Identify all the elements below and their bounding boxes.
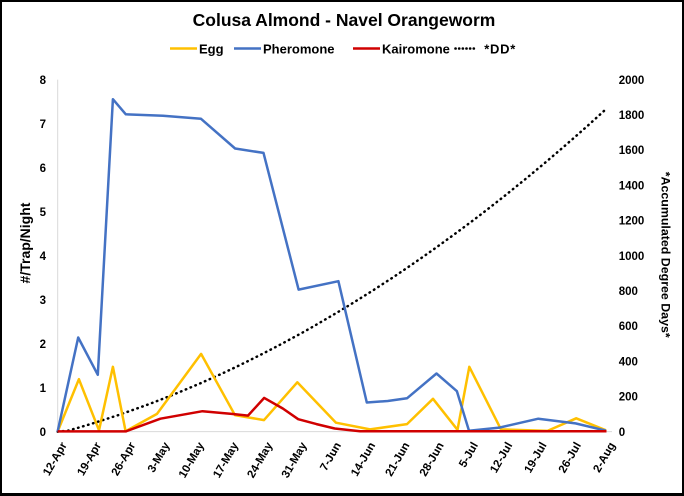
- svg-text:Colusa Almond - Navel Orangewo: Colusa Almond - Navel Orangeworm: [193, 10, 496, 30]
- svg-text:2000: 2000: [619, 75, 645, 87]
- svg-text:800: 800: [619, 286, 638, 298]
- svg-text:26-Apr: 26-Apr: [110, 440, 139, 478]
- svg-text:Egg: Egg: [199, 41, 224, 56]
- svg-text:1: 1: [40, 383, 47, 395]
- svg-text:5-Jul: 5-Jul: [457, 441, 481, 470]
- svg-text:10-May: 10-May: [177, 440, 207, 480]
- svg-text:7-Jun: 7-Jun: [318, 441, 344, 474]
- svg-text:1200: 1200: [619, 216, 645, 228]
- svg-text:0: 0: [619, 427, 625, 439]
- svg-text:1000: 1000: [619, 251, 645, 263]
- svg-text:21-Jun: 21-Jun: [384, 441, 413, 479]
- svg-text:*Accumulated Degree Days*: *Accumulated Degree Days*: [659, 172, 673, 338]
- svg-text:19-Jul: 19-Jul: [523, 441, 550, 476]
- svg-text:12-Apr: 12-Apr: [41, 440, 70, 478]
- svg-text:17-May: 17-May: [211, 440, 241, 480]
- svg-text:28-Jun: 28-Jun: [418, 441, 447, 479]
- svg-text:26-Jul: 26-Jul: [557, 441, 584, 476]
- svg-text:2-Aug: 2-Aug: [591, 441, 618, 475]
- svg-text:12-Jul: 12-Jul: [488, 441, 515, 476]
- svg-text:3: 3: [40, 295, 46, 307]
- svg-text:*DD*: *DD*: [484, 41, 516, 56]
- svg-text:31-May: 31-May: [280, 440, 310, 480]
- svg-text:1600: 1600: [619, 145, 645, 157]
- svg-text:400: 400: [619, 356, 638, 368]
- svg-text:6: 6: [40, 163, 46, 175]
- svg-text:#/Trap/Night: #/Trap/Night: [17, 202, 33, 283]
- svg-text:1400: 1400: [619, 180, 645, 192]
- svg-text:1800: 1800: [619, 110, 645, 122]
- svg-text:Kairomone: Kairomone: [382, 41, 450, 56]
- svg-text:4: 4: [40, 251, 47, 263]
- svg-text:600: 600: [619, 321, 638, 333]
- svg-text:2: 2: [40, 339, 46, 351]
- svg-text:19-Apr: 19-Apr: [75, 440, 104, 478]
- svg-text:200: 200: [619, 392, 638, 404]
- svg-text:7: 7: [40, 119, 46, 131]
- svg-text:14-Jun: 14-Jun: [349, 441, 378, 479]
- svg-text:24-May: 24-May: [246, 440, 276, 480]
- svg-text:3-May: 3-May: [146, 440, 173, 475]
- svg-text:0: 0: [40, 427, 46, 439]
- svg-text:Pheromone: Pheromone: [263, 41, 335, 56]
- svg-text:8: 8: [40, 75, 47, 87]
- svg-text:5: 5: [40, 207, 47, 219]
